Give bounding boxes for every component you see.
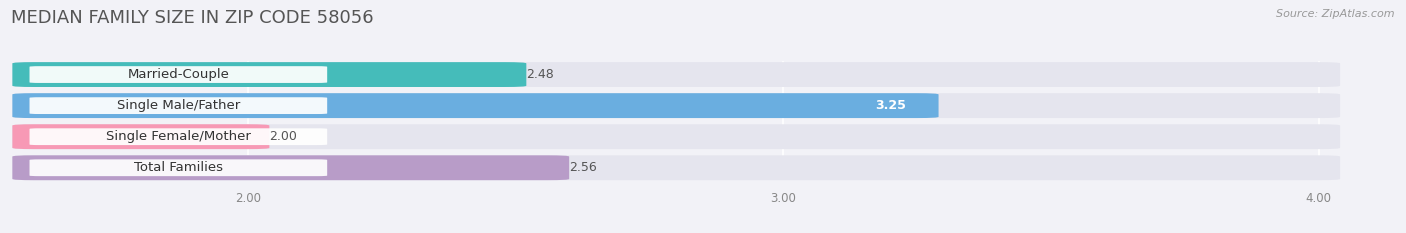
FancyBboxPatch shape bbox=[13, 62, 1340, 87]
FancyBboxPatch shape bbox=[13, 62, 526, 87]
FancyBboxPatch shape bbox=[30, 128, 328, 145]
FancyBboxPatch shape bbox=[30, 97, 328, 114]
Text: Source: ZipAtlas.com: Source: ZipAtlas.com bbox=[1277, 9, 1395, 19]
Text: Single Male/Father: Single Male/Father bbox=[117, 99, 240, 112]
Text: MEDIAN FAMILY SIZE IN ZIP CODE 58056: MEDIAN FAMILY SIZE IN ZIP CODE 58056 bbox=[11, 9, 374, 27]
FancyBboxPatch shape bbox=[13, 155, 1340, 180]
FancyBboxPatch shape bbox=[13, 124, 1340, 149]
FancyBboxPatch shape bbox=[13, 93, 1340, 118]
Text: Single Female/Mother: Single Female/Mother bbox=[105, 130, 250, 143]
FancyBboxPatch shape bbox=[13, 93, 939, 118]
Text: 2.56: 2.56 bbox=[569, 161, 598, 174]
Text: 2.48: 2.48 bbox=[526, 68, 554, 81]
FancyBboxPatch shape bbox=[30, 159, 328, 176]
FancyBboxPatch shape bbox=[13, 124, 270, 149]
FancyBboxPatch shape bbox=[13, 155, 569, 180]
FancyBboxPatch shape bbox=[30, 66, 328, 83]
Text: 2.00: 2.00 bbox=[270, 130, 297, 143]
Text: Total Families: Total Families bbox=[134, 161, 222, 174]
Text: Married-Couple: Married-Couple bbox=[128, 68, 229, 81]
Text: 3.25: 3.25 bbox=[876, 99, 907, 112]
